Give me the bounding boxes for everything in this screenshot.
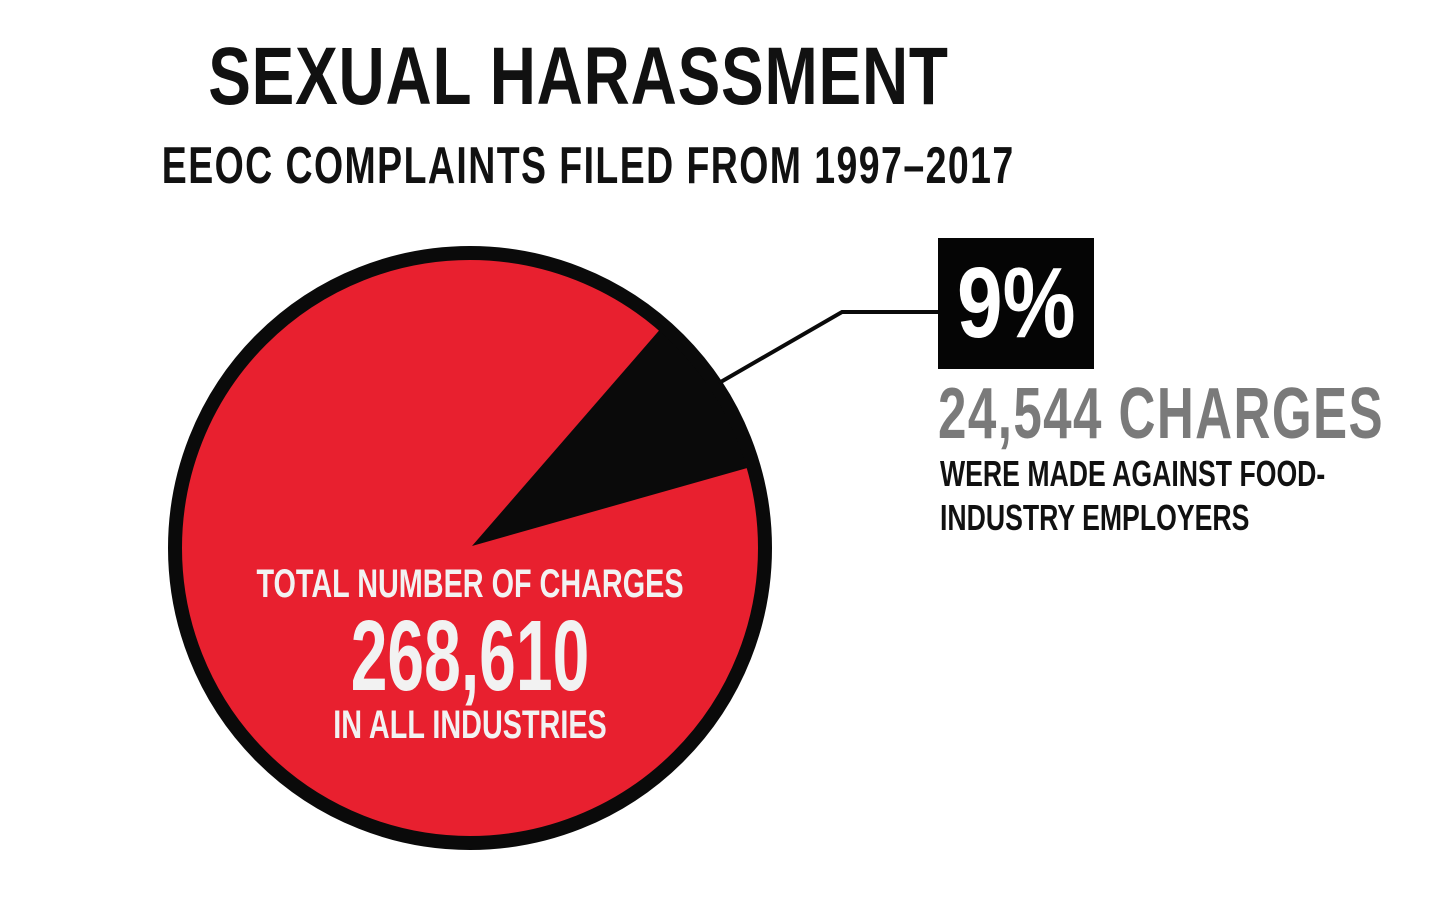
percent-callout-box: 9% (938, 238, 1094, 369)
callout-charges-count: 24,544 CHARGES (938, 374, 1385, 454)
callout-description: WERE MADE AGAINST FOOD-INDUSTRY EMPLOYER… (940, 453, 1326, 538)
percent-value: 9% (956, 247, 1076, 359)
pie-slice-food-industry (472, 325, 754, 546)
pie-outline (168, 246, 772, 850)
callout-leader-line (718, 310, 940, 385)
center-label-bottom: IN ALL INDUSTRIES (333, 702, 607, 747)
center-label-top: TOTAL NUMBER OF CHARGES (256, 561, 683, 606)
pie-slices (175, 253, 765, 843)
center-value: 268,610 (351, 599, 590, 711)
